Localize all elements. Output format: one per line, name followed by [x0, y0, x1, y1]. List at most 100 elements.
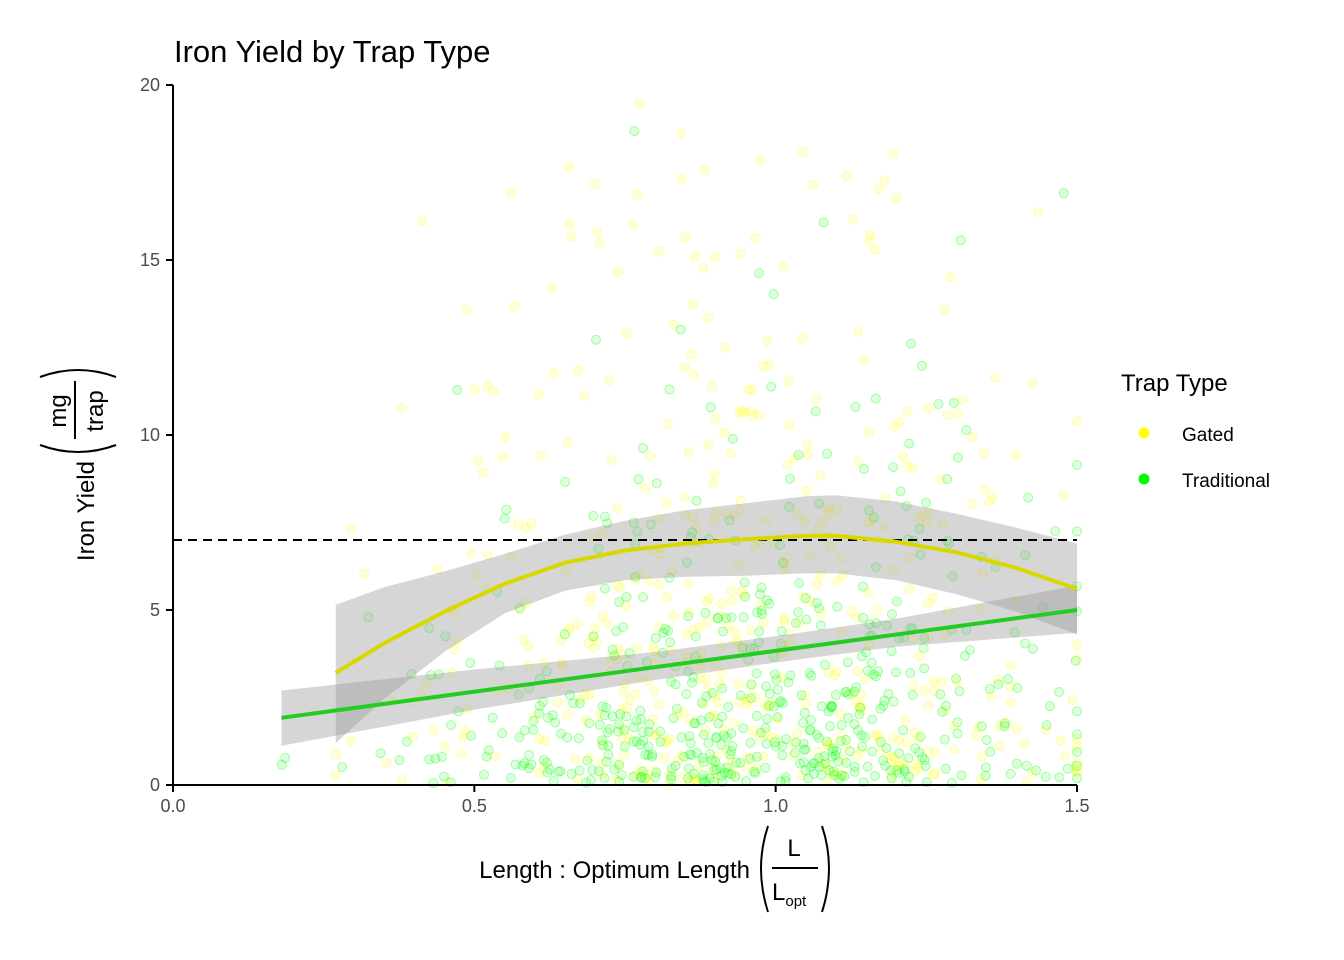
scatter-point — [729, 626, 740, 637]
scatter-point — [524, 749, 535, 760]
scatter-point — [439, 771, 449, 782]
scatter-point — [651, 767, 662, 778]
scatter-point — [738, 407, 749, 418]
scatter-point — [1027, 378, 1038, 388]
scatter-point — [664, 384, 675, 395]
scatter-point — [683, 578, 694, 589]
scatter-point — [497, 451, 508, 462]
scatter-point — [724, 515, 735, 526]
scatter-point — [711, 733, 722, 743]
scatter-point — [668, 713, 679, 724]
scatter-point — [768, 701, 779, 712]
scatter-point — [871, 618, 882, 629]
scatter-point — [685, 738, 696, 749]
scatter-point — [660, 623, 671, 634]
scatter-point — [867, 714, 878, 725]
scatter-point — [635, 739, 646, 750]
scatter-point — [967, 432, 978, 442]
scatter-point — [720, 342, 731, 353]
scatter-point — [584, 689, 595, 700]
scatter-point — [940, 763, 951, 774]
scatter-point — [742, 751, 753, 762]
scatter-point — [836, 709, 846, 720]
scatter-point — [830, 750, 841, 761]
scatter-point — [494, 660, 505, 671]
scatter-point — [851, 612, 862, 623]
scatter-point — [761, 681, 771, 692]
scatter-point — [690, 774, 701, 785]
scatter-point — [621, 711, 632, 722]
scatter-point — [698, 774, 709, 785]
scatter-point — [629, 126, 640, 137]
scatter-point — [947, 571, 958, 582]
scatter-point — [643, 741, 654, 752]
scatter-point — [590, 623, 601, 634]
chart-title: Iron Yield by Trap Type — [174, 34, 491, 69]
scatter-point — [841, 686, 852, 697]
scatter-point — [547, 710, 558, 721]
scatter-point — [716, 598, 727, 609]
scatter-point — [753, 637, 764, 648]
scatter-point — [846, 606, 857, 617]
scatter-point — [730, 636, 741, 647]
scatter-point — [618, 749, 629, 760]
scatter-point — [736, 642, 747, 653]
scatter-point — [713, 613, 724, 624]
scatter-point — [815, 620, 826, 631]
scatter-point — [1072, 773, 1082, 784]
scatter-point — [1072, 639, 1082, 650]
scatter-point — [597, 701, 608, 712]
scatter-point — [914, 747, 925, 758]
smooth-line — [281, 608, 1078, 720]
scatter-point — [574, 765, 585, 776]
scatter-point — [617, 649, 628, 660]
scatter-point — [756, 727, 767, 738]
scatter-point — [953, 408, 964, 419]
scatter-point — [907, 689, 918, 700]
scatter-point — [681, 629, 692, 640]
scatter-point — [528, 715, 539, 726]
scatter-point — [613, 759, 624, 770]
scatter-point — [670, 679, 681, 690]
scatter-point — [954, 686, 965, 697]
scatter-point — [589, 642, 600, 653]
scatter-point — [878, 755, 889, 766]
scatter-point — [734, 696, 745, 707]
scatter-point — [928, 769, 939, 780]
scatter-point — [665, 637, 675, 648]
scatter-point — [1023, 492, 1034, 503]
scatter-point — [806, 670, 817, 681]
scatter-point — [634, 765, 645, 776]
scatter-point — [801, 614, 812, 625]
scatter-point — [809, 758, 820, 769]
scatter-point — [615, 582, 626, 593]
scatter-point — [596, 528, 607, 539]
scatter-point — [673, 755, 684, 766]
scatter-point — [524, 763, 534, 774]
scatter-point — [920, 760, 931, 771]
scatter-point — [898, 725, 909, 736]
scatter-point — [751, 668, 762, 679]
scatter-point — [609, 650, 620, 661]
scatter-point — [661, 591, 672, 602]
scatter-point — [702, 617, 713, 628]
scatter-point — [591, 334, 601, 345]
scatter-point — [659, 753, 670, 764]
scatter-point — [666, 771, 677, 782]
scatter-point — [430, 753, 441, 764]
scatter-point — [790, 618, 801, 628]
x-axis-label-text: Length : Optimum Length — [479, 857, 750, 884]
scatter-point — [951, 673, 961, 684]
scatter-point — [754, 730, 765, 741]
scatter-point — [788, 750, 799, 761]
scatter-point — [782, 459, 793, 470]
x-tick-label: 1.0 — [763, 796, 788, 816]
scatter-point — [590, 179, 601, 189]
scatter-point — [568, 698, 579, 709]
scatter-point — [478, 467, 489, 478]
scatter-point — [977, 751, 988, 762]
scatter-point — [804, 668, 815, 679]
scatter-point — [600, 511, 610, 522]
scatter-point — [831, 503, 842, 514]
scatter-point — [910, 766, 920, 777]
